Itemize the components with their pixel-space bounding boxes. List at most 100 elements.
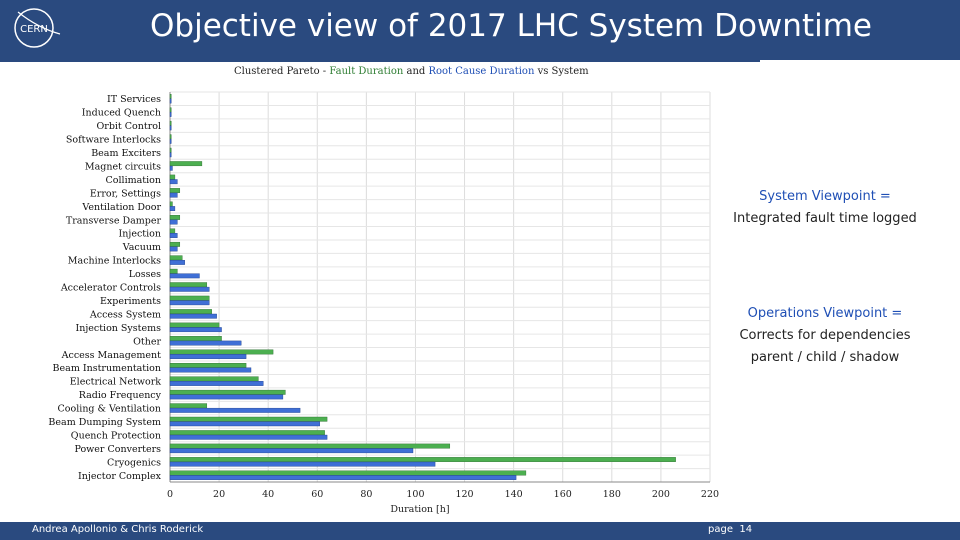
chart-title-suffix: vs System: [534, 66, 589, 77]
bar-fault-6: [169, 174, 176, 180]
bar-root-17: [169, 327, 222, 333]
bar-root-5: [169, 165, 173, 171]
bar-fault-16: [169, 309, 212, 314]
slide-title: Objective view of 2017 LHC System Downti…: [150, 8, 872, 44]
category-label-24: Beam Dumping System: [48, 417, 161, 428]
category-label-2: Orbit Control: [96, 121, 161, 132]
bar-root-2: [169, 125, 172, 131]
bar-root-23: [169, 407, 301, 413]
bar-root-11: [169, 246, 178, 252]
category-label-6: Collimation: [106, 175, 161, 186]
bar-root-1: [169, 112, 172, 117]
bar-root-28: [169, 475, 517, 480]
category-label-5: Magnet circuits: [85, 161, 161, 172]
category-label-15: Experiments: [100, 296, 161, 307]
category-label-7: Error, Settings: [90, 188, 161, 199]
pareto-chart: IT Services Induced Quench Orbit Control So…: [48, 91, 719, 515]
x-tick-label-9: 180: [603, 489, 621, 500]
bar-root-20: [169, 367, 252, 373]
category-label-27: Cryogenics: [107, 457, 161, 468]
operations-viewpoint-title: Operations Viewpoint =: [747, 306, 903, 321]
bar-fault-22: [169, 389, 286, 395]
logo-text: CERN: [20, 24, 48, 35]
bar-root-26: [169, 448, 414, 454]
chart-title-fault: Fault Duration: [329, 66, 404, 77]
category-label-0: IT Services: [107, 94, 161, 105]
bar-fault-12: [169, 255, 183, 261]
page-label: page: [708, 524, 733, 535]
bar-fault-28: [169, 470, 527, 476]
category-label-16: Access System: [89, 309, 161, 320]
bar-fault-14: [169, 282, 208, 288]
bar-root-0: [169, 98, 172, 104]
category-label-4: Beam Exciters: [91, 148, 161, 159]
category-label-23: Cooling & Ventilation: [58, 404, 161, 415]
category-label-22: Radio Frequency: [79, 390, 162, 401]
bar-fault-8: [169, 201, 173, 207]
category-label-10: Injection: [119, 229, 161, 240]
bar-fault-4: [169, 147, 172, 153]
bar-root-6: [169, 179, 178, 185]
bar-fault-0: [169, 93, 172, 99]
operations-viewpoint-callout: Operations Viewpoint = Corrects for depe…: [710, 303, 940, 369]
slide-header: CERN Objective view of 2017 LHC System D…: [0, 0, 960, 60]
bar-root-16: [169, 313, 217, 319]
x-tick-label-4: 80: [360, 489, 372, 500]
x-tick-label-7: 140: [505, 489, 523, 500]
bar-root-27: [169, 461, 436, 467]
bar-fault-26: [169, 443, 451, 449]
bar-fault-3: [169, 134, 172, 140]
cern-logo: CERN: [14, 8, 61, 48]
page-number: 14: [739, 524, 753, 535]
x-tick-label-3: 60: [311, 489, 323, 500]
bar-fault-2: [169, 120, 172, 126]
chart-title-root: Root Cause Duration: [428, 66, 535, 77]
system-viewpoint-text: Integrated fault time logged: [733, 211, 917, 226]
x-tick-label-6: 120: [455, 489, 473, 500]
bar-fault-15: [169, 295, 210, 301]
operations-viewpoint-line2: parent / child / shadow: [750, 350, 900, 365]
category-label-21: Electrical Network: [70, 377, 162, 388]
x-tick-label-1: 20: [213, 489, 225, 500]
bar-fault-21: [169, 376, 259, 382]
bar-root-13: [169, 273, 200, 279]
x-tick-label-8: 160: [554, 489, 572, 500]
category-label-12: Machine Interlocks: [68, 256, 161, 267]
category-label-17: Injection Systems: [75, 323, 161, 334]
bar-root-7: [169, 192, 178, 198]
category-label-13: Losses: [129, 269, 161, 280]
bar-fault-9: [169, 215, 181, 220]
bar-fault-25: [169, 430, 325, 436]
bar-fault-23: [169, 403, 208, 409]
x-tick-label-0: 0: [167, 489, 173, 500]
category-label-19: Access Management: [61, 350, 162, 361]
category-label-11: Vacuum: [122, 242, 161, 253]
chart-title-prefix: Clustered Pareto -: [234, 66, 330, 77]
x-tick-label-11: 220: [701, 489, 719, 500]
bar-root-10: [169, 233, 178, 238]
bar-root-4: [169, 152, 172, 158]
bar-fault-10: [169, 228, 176, 234]
x-tick-label-10: 200: [652, 489, 670, 500]
operations-viewpoint-line1: Corrects for dependencies: [739, 328, 911, 343]
chart-title-mid: and: [403, 66, 429, 77]
system-viewpoint-callout: System Viewpoint = Integrated fault time…: [710, 186, 940, 230]
footer-authors: Andrea Apollonio & Chris Roderick: [32, 524, 204, 535]
bar-root-18: [169, 340, 242, 346]
chart-title: Clustered Pareto - Fault Duration and Ro…: [234, 66, 589, 77]
bar-root-3: [169, 138, 172, 144]
system-viewpoint-title: System Viewpoint =: [759, 189, 891, 204]
bar-root-22: [169, 394, 284, 400]
bar-fault-27: [169, 457, 676, 462]
category-label-9: Transverse Damper: [66, 215, 162, 226]
bar-fault-24: [169, 416, 328, 422]
x-tick-label-5: 100: [406, 489, 424, 500]
page-indicator: page 14: [708, 524, 752, 535]
x-tick-label-2: 40: [262, 489, 274, 500]
category-label-8: Ventilation Door: [81, 202, 161, 213]
bar-fault-11: [169, 241, 181, 247]
header-underline: [0, 60, 760, 62]
bar-fault-13: [169, 268, 178, 274]
bar-root-9: [169, 219, 178, 225]
category-label-14: Accelerator Controls: [60, 283, 161, 294]
